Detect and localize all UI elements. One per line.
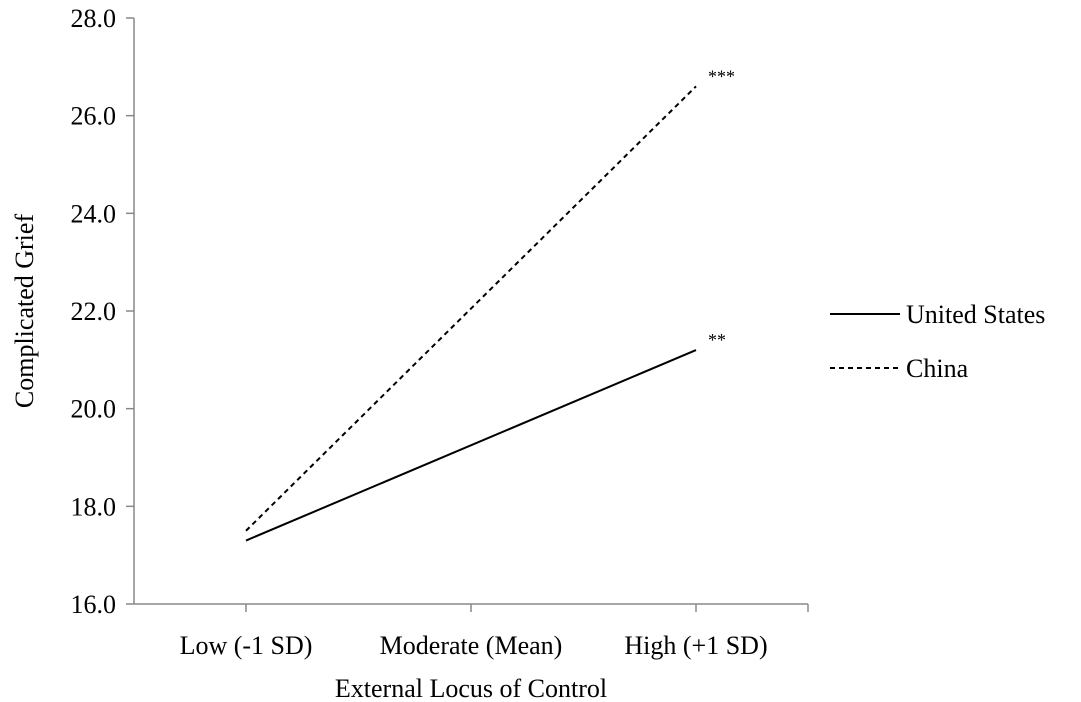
- y-tick-label: 20.0: [71, 395, 117, 424]
- x-tick-label: Moderate (Mean): [380, 631, 563, 660]
- legend: United States China: [830, 300, 1045, 383]
- significance-label: ***: [708, 66, 735, 86]
- legend-label: China: [906, 354, 969, 383]
- x-tick-label: Low (-1 SD): [180, 631, 313, 660]
- series-line-united-states: [245, 349, 697, 542]
- x-axis-ticks: Low (-1 SD) Moderate (Mean) High (+1 SD): [180, 604, 809, 660]
- y-tick-label: 18.0: [71, 492, 117, 521]
- axes: 16.0 18.0 20.0 22.0 24.0 26.0 28.0 Low (-1 SD)…: [71, 4, 809, 660]
- y-tick-label: 28.0: [71, 4, 117, 33]
- y-tick-label: 24.0: [71, 199, 117, 228]
- series-layer: *****: [245, 66, 735, 542]
- y-tick-label: 22.0: [71, 297, 117, 326]
- significance-label: **: [708, 330, 726, 350]
- legend-label: United States: [906, 300, 1045, 329]
- y-tick-label: 26.0: [71, 102, 117, 131]
- y-axis-ticks: 16.0 18.0 20.0 22.0 24.0 26.0 28.0: [71, 4, 134, 619]
- y-axis-title: Complicated Grief: [10, 214, 39, 409]
- y-tick-label: 16.0: [71, 590, 117, 619]
- series-line-china: [245, 85, 697, 532]
- x-tick-label: High (+1 SD): [624, 631, 767, 660]
- x-axis-title: External Locus of Control: [335, 674, 607, 702]
